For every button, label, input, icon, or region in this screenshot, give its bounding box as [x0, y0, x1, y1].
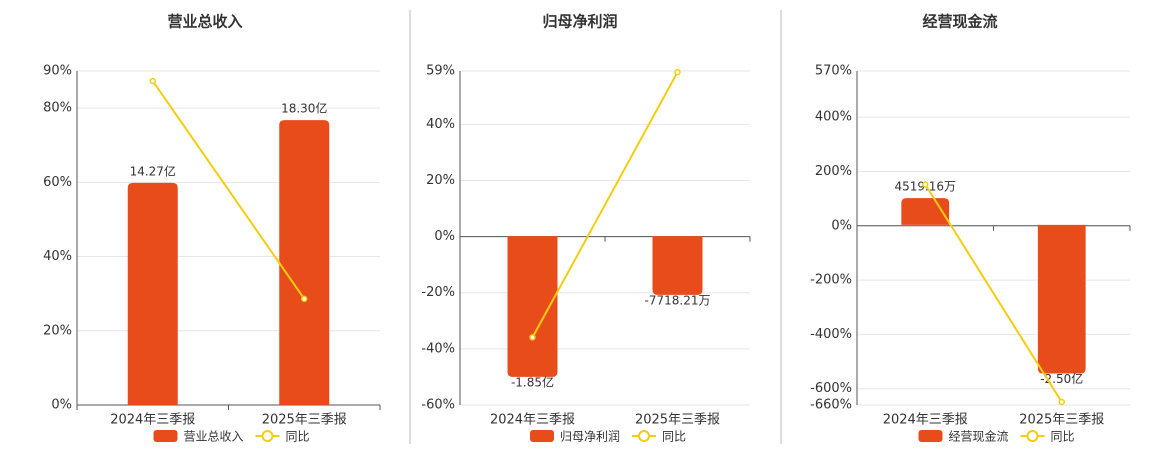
chart-title: 经营现金流 [922, 13, 997, 31]
line-point [922, 181, 929, 188]
y-tick-label: 40% [426, 117, 455, 132]
chart-title: 营业总收入 [167, 13, 242, 31]
y-tick-label: 0% [831, 218, 852, 233]
bar [127, 182, 178, 405]
y-tick-label: 59% [426, 64, 455, 79]
x-tick-label: 2025年三季报 [1019, 413, 1104, 428]
x-tick-label: 2024年三季报 [110, 413, 195, 428]
y-tick-label: 570% [815, 64, 852, 79]
legend-label: 同比 [1051, 430, 1075, 444]
data-label: 14.27亿 [130, 163, 176, 178]
y-tick-label: -400% [810, 327, 852, 342]
bar [652, 236, 703, 295]
line-point [301, 295, 308, 303]
legend-marker [261, 430, 274, 442]
data-label: -1.85亿 [511, 374, 554, 389]
y-tick-label: -20% [421, 285, 455, 300]
legend-label: 营业总收入 [184, 430, 244, 444]
bar [507, 236, 558, 377]
legend-swatch [918, 430, 943, 442]
legend-label: 归母净利润 [560, 430, 620, 444]
data-label: -7718.21万 [645, 293, 711, 307]
y-tick-label: -40% [421, 341, 455, 356]
bar [1037, 224, 1086, 374]
y-tick-label: 400% [815, 110, 852, 125]
legend-label: 同比 [286, 430, 310, 444]
y-tick-label: 90% [43, 64, 72, 79]
y-tick-label: 40% [43, 249, 72, 264]
y-tick-label: 0% [51, 398, 72, 413]
line [531, 71, 679, 338]
y-tick-label: -660% [810, 398, 852, 413]
y-tick-label: -600% [810, 381, 852, 396]
y-tick-label: 60% [43, 175, 72, 190]
line-point [1058, 398, 1065, 406]
x-tick-label: 2025年三季报 [635, 413, 720, 428]
y-tick-label: -60% [421, 398, 455, 413]
legend-label: 同比 [662, 430, 686, 444]
bar [279, 120, 330, 405]
data-label: 18.30亿 [281, 101, 327, 116]
y-tick-label: 80% [43, 101, 72, 116]
y-tick-label: 20% [426, 173, 455, 188]
chart-title: 归母净利润 [542, 13, 617, 31]
y-tick-label: 0% [434, 229, 455, 244]
legend-label: 经营现金流 [949, 429, 1009, 444]
line-point [149, 77, 156, 85]
x-tick-label: 2024年三季报 [883, 413, 968, 428]
line-point [529, 334, 536, 341]
x-tick-label: 2024年三季报 [490, 413, 575, 428]
y-tick-label: 200% [815, 164, 852, 179]
y-tick-label: 20% [43, 323, 72, 338]
legend-marker [1026, 430, 1039, 442]
legend-marker [638, 430, 650, 442]
data-label: -2.50亿 [1040, 371, 1083, 386]
legend-swatch [153, 430, 178, 442]
line [151, 80, 306, 300]
legend-swatch [530, 430, 554, 442]
y-tick-label: -200% [810, 273, 852, 288]
x-tick-label: 2025年三季报 [262, 413, 347, 428]
line-point [674, 68, 681, 76]
line [924, 183, 1063, 403]
